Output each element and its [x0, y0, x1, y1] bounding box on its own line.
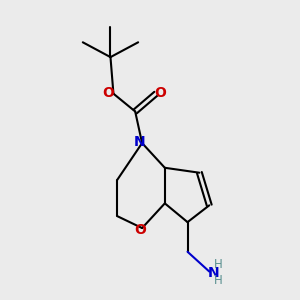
Text: H: H [214, 274, 223, 287]
Text: N: N [208, 266, 220, 280]
Text: N: N [134, 135, 146, 149]
Text: H: H [214, 258, 223, 271]
Text: O: O [134, 223, 146, 236]
Text: O: O [154, 86, 166, 100]
Text: O: O [102, 86, 114, 100]
